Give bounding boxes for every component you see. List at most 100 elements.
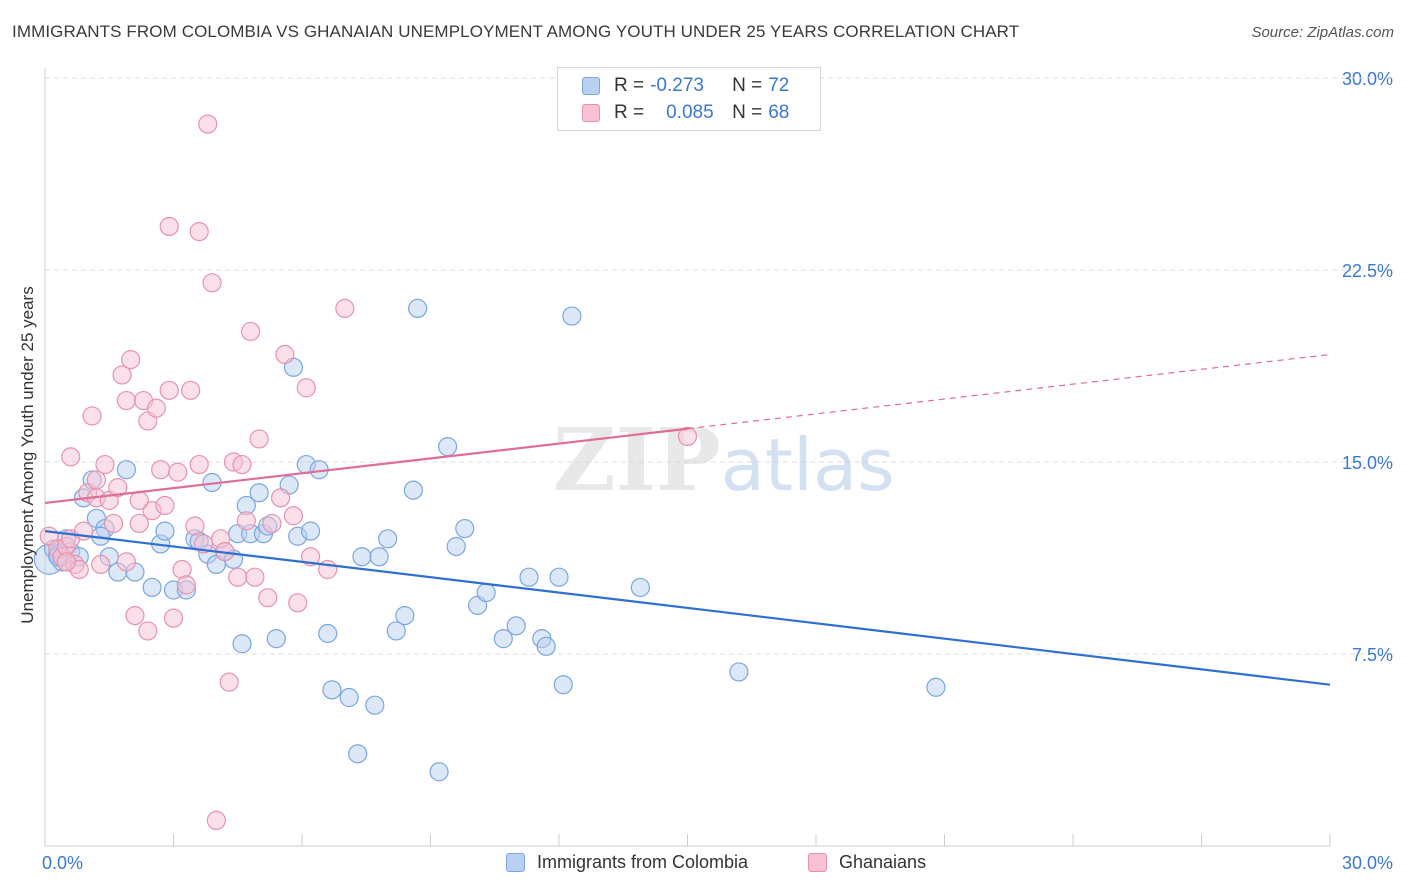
legend-swatch-colombia <box>582 77 600 95</box>
ghanaian-point <box>288 593 308 613</box>
bottom-legend-ghanaians: Ghanaians <box>808 852 926 873</box>
colombia-point <box>403 480 423 500</box>
colombia-point <box>506 616 526 636</box>
ghanaian-point <box>206 810 226 831</box>
colombia-point <box>378 529 398 549</box>
bottom-legend-colombia: Immigrants from Colombia <box>506 852 748 873</box>
ghanaian-point <box>116 390 136 411</box>
ghanaian-point <box>155 495 175 516</box>
legend-row-ghanaians: R = 0.085 N = 68 <box>582 100 789 126</box>
legend-r-value: -0.273 <box>650 75 704 96</box>
ghanaian-point <box>163 608 184 628</box>
colombia-point <box>322 680 342 700</box>
colombia-point <box>155 521 175 541</box>
watermark: ZIPatlas <box>553 410 895 511</box>
colombia-point <box>729 662 749 682</box>
colombia-point <box>553 675 573 695</box>
ghanaian-point <box>103 513 124 534</box>
colombia-point <box>446 536 466 557</box>
ghanaian-point <box>258 588 278 608</box>
ghanaian-point <box>219 672 239 692</box>
y-tick-label: 22.5% <box>1342 261 1393 281</box>
ghanaian-point <box>129 513 149 534</box>
colombia-point <box>365 695 385 715</box>
ghanaian-point <box>249 429 269 449</box>
colombia-point <box>266 629 286 649</box>
ghanaian-point <box>146 398 166 418</box>
ghanaian-trendline-extension <box>687 353 1331 430</box>
colombia-point <box>493 629 513 649</box>
ghanaian-point <box>86 470 107 490</box>
ghanaian-point <box>82 406 102 426</box>
colombia-point <box>519 567 539 587</box>
ghanaian-point <box>159 216 179 237</box>
ghanaian-point <box>677 426 698 446</box>
y-tick-label: 30.0% <box>1342 69 1393 89</box>
ghanaian-point <box>241 321 261 342</box>
colombia-point <box>386 621 406 641</box>
ghanaian-point <box>116 552 136 572</box>
ghanaian-trendline <box>44 427 688 505</box>
bottom-legend-swatch-colombia <box>506 853 525 872</box>
legend-row-colombia: R = -0.273 N = 72 <box>582 73 789 99</box>
ghanaian-point <box>189 454 209 475</box>
legend-n-label: N = <box>732 75 763 96</box>
ghanaian-point <box>228 567 248 587</box>
ghanaian-point <box>112 365 132 385</box>
colombia-point <box>369 547 389 567</box>
ghanaian-point <box>262 513 282 534</box>
colombia-point <box>116 460 136 480</box>
colombia-point <box>318 623 338 644</box>
ghanaian-point <box>159 380 179 400</box>
chart-source: Source: ZipAtlas.com <box>1251 24 1394 41</box>
ghanaian-point <box>189 222 209 242</box>
colombia-trendline <box>44 530 1331 686</box>
colombia-point <box>232 634 252 654</box>
colombia-point <box>549 567 569 587</box>
bottom-legend-swatch-ghanaians <box>808 853 827 872</box>
ghanaian-point <box>151 460 171 480</box>
colombia-point <box>429 762 449 782</box>
ghanaian-point <box>275 344 295 365</box>
colombia-point <box>438 437 458 457</box>
colombia-point <box>536 636 556 656</box>
colombia-point <box>348 744 368 764</box>
legend-swatch-ghanaians <box>582 104 600 122</box>
legend-r-label: R = <box>614 75 645 96</box>
ghanaian-point <box>232 454 252 475</box>
colombia-point <box>455 518 475 539</box>
y-tick-label: 7.5% <box>1352 645 1393 665</box>
ghanaian-point <box>270 488 291 508</box>
ghanaian-point <box>56 552 77 572</box>
legend-n-value: 72 <box>768 75 790 96</box>
colombia-point <box>926 677 946 697</box>
legend-n-value: 68 <box>768 102 790 123</box>
colombia-point <box>562 306 582 326</box>
colombia-point <box>408 298 428 318</box>
y-axis-title: Unemployment Among Youth under 25 years <box>18 286 37 624</box>
legend-r-value: 0.085 <box>666 102 714 123</box>
colombia-point <box>352 547 372 567</box>
ghanaian-point <box>91 554 111 575</box>
colombia-point <box>249 483 269 503</box>
correlation-legend: R = -0.273 N = 72 R = 0.085 N = 68 <box>557 67 821 131</box>
x-tick-label-max: 30.0% <box>1342 853 1393 873</box>
ghanaian-point <box>108 478 128 498</box>
ghanaian-point <box>185 516 205 536</box>
ghanaian-point <box>202 273 222 293</box>
ghanaian-point <box>236 511 256 531</box>
legend-n-label: N = <box>732 102 763 123</box>
ghanaian-point <box>181 380 201 400</box>
legend-r-label: R = <box>614 102 645 123</box>
ghanaian-point <box>138 621 158 641</box>
ghanaian-point <box>335 298 355 318</box>
ghanaian-point <box>283 506 304 526</box>
colombia-point <box>476 582 496 603</box>
ghanaian-point <box>296 378 316 398</box>
ghanaian-point <box>168 462 188 482</box>
colombia-point <box>300 521 321 541</box>
x-tick-label-min: 0.0% <box>42 853 83 873</box>
ghanaian-point <box>245 567 265 587</box>
colombia-point <box>395 605 415 626</box>
